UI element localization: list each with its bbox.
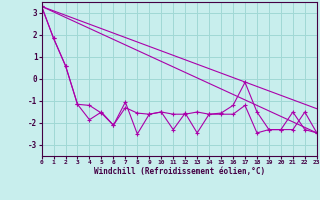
X-axis label: Windchill (Refroidissement éolien,°C): Windchill (Refroidissement éolien,°C) xyxy=(94,167,265,176)
